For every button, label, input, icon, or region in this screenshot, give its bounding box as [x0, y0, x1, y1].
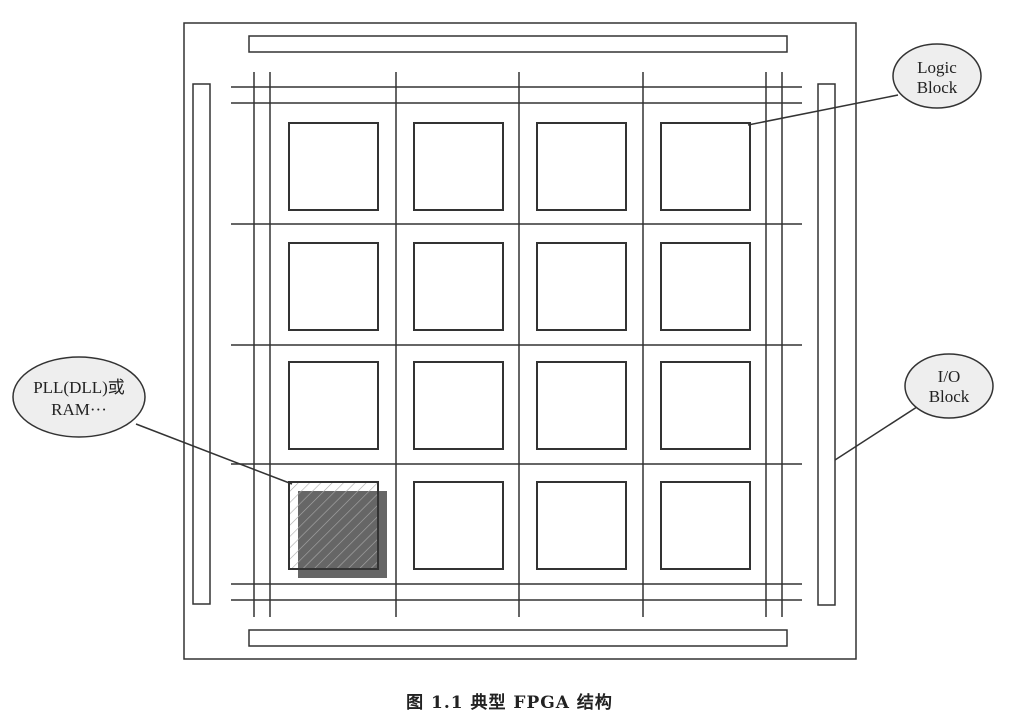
pll-label-line1: PLL(DLL)或 [33, 378, 125, 397]
logic-block [413, 242, 504, 331]
logic-block [536, 361, 627, 450]
logic-block [536, 481, 627, 570]
logic-block [536, 122, 627, 211]
logic-label-line1: Logic [917, 58, 957, 77]
routing-horizontal [231, 86, 802, 601]
routing-vertical [253, 72, 783, 617]
io-bar-right [817, 83, 836, 606]
io-block-callout [904, 353, 994, 419]
special-block-pll-ram [288, 481, 379, 570]
logic-block [660, 242, 751, 331]
io-bar-top [248, 35, 788, 53]
logic-block-callout [892, 43, 982, 109]
figure-caption: 图 1.1 典型 FPGA 结构 [406, 693, 613, 713]
logic-block [413, 122, 504, 211]
logic-label-line2: Block [917, 78, 958, 97]
pll-label-line2: RAM··· [51, 400, 107, 419]
io-bar-left [192, 83, 211, 605]
pll-callout-leader [135, 423, 293, 485]
io-label-line2: Block [929, 387, 970, 406]
logic-block [413, 361, 504, 450]
logic-callout-leader [747, 94, 899, 126]
logic-block [413, 481, 504, 570]
io-label-line1: I/O [938, 367, 961, 386]
logic-block [660, 481, 751, 570]
pll-ram-callout [12, 356, 146, 438]
io-bar-bottom [248, 629, 788, 647]
logic-block [536, 242, 627, 331]
logic-block [660, 122, 751, 211]
logic-block [288, 122, 379, 211]
logic-block [288, 361, 379, 450]
logic-block [288, 242, 379, 331]
io-callout-leader [834, 404, 921, 461]
chip-outline [183, 22, 857, 660]
logic-block [660, 361, 751, 450]
